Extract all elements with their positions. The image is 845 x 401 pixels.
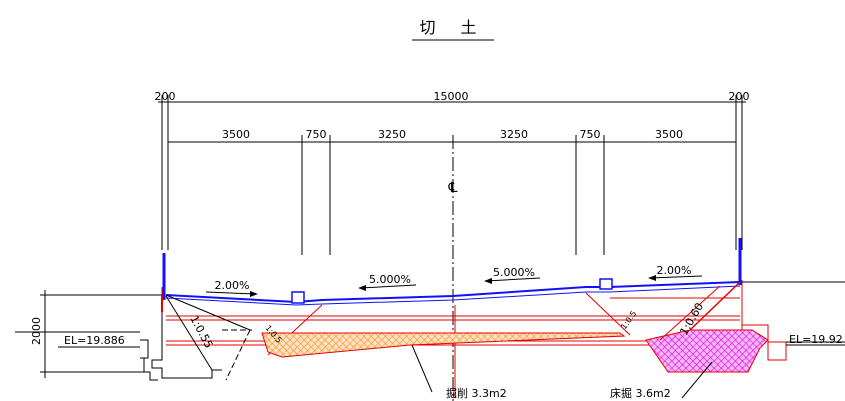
slope-right-lane: 5.000% bbox=[493, 266, 535, 279]
floor-dig-label: 床掘 3.6m2 bbox=[610, 386, 671, 400]
excavation-leader: 掘削 3.3m2 bbox=[411, 344, 507, 400]
drawing-title: 切 土 bbox=[412, 18, 494, 41]
centerline: ℄ bbox=[448, 135, 458, 401]
centerline-symbol: ℄ bbox=[448, 180, 458, 196]
title-text: 切 土 bbox=[419, 18, 486, 37]
left-side-structure bbox=[140, 294, 252, 381]
right-side-structure bbox=[659, 281, 845, 343]
segment-dimensions: 3500 750 3250 3250 750 3500 bbox=[168, 128, 736, 255]
dim-seg-3: 3250 bbox=[378, 128, 406, 141]
slope-left-shoulder: 2.00% bbox=[215, 279, 250, 292]
height-dimension: 2000 bbox=[30, 290, 162, 378]
pavement-surface bbox=[165, 278, 741, 306]
elevation-right: EL=19.92 bbox=[786, 333, 845, 346]
dim-height: 2000 bbox=[30, 317, 43, 345]
floor-dig-area bbox=[645, 324, 787, 373]
elevation-left: EL=19.886 bbox=[15, 331, 140, 348]
dim-seg-5: 750 bbox=[580, 128, 601, 141]
excavation-label: 掘削 3.3m2 bbox=[446, 386, 507, 400]
dim-overall: 15000 bbox=[434, 90, 469, 103]
elevation-right-text: EL=19.92 bbox=[789, 333, 843, 346]
floor-dig-leader: 床掘 3.6m2 bbox=[610, 361, 713, 400]
excavation-area bbox=[261, 332, 626, 358]
slope-right-shoulder: 2.00% bbox=[657, 264, 692, 277]
dim-seg-1: 3500 bbox=[222, 128, 250, 141]
dim-seg-4: 3250 bbox=[500, 128, 528, 141]
dim-seg-6: 3500 bbox=[655, 128, 683, 141]
dim-side-right: 200 bbox=[729, 90, 750, 103]
elevation-left-text: EL=19.886 bbox=[64, 334, 125, 347]
dim-seg-2: 750 bbox=[306, 128, 327, 141]
dim-side-left: 200 bbox=[155, 90, 176, 103]
overall-dimension: 200 15000 200 bbox=[155, 90, 750, 250]
slope-annotations: 2.00% 5.000% 5.000% 2.00% bbox=[205, 264, 703, 297]
slope-left-lane: 5.000% bbox=[369, 273, 411, 286]
guard-posts bbox=[162, 238, 742, 300]
